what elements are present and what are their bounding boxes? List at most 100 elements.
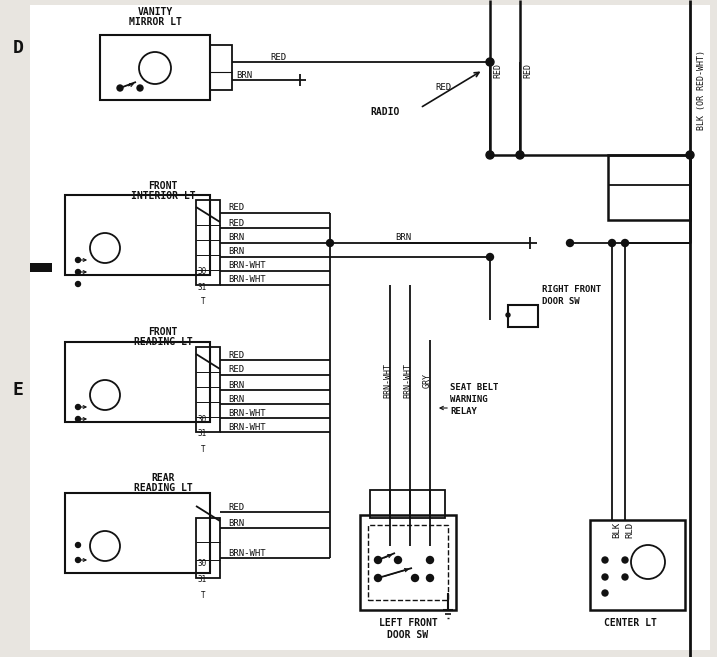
Circle shape [622,240,629,246]
Bar [210,45,232,90]
Circle shape [326,240,333,246]
Bar [65,195,210,275]
Circle shape [602,590,608,596]
Text: BRN: BRN [236,70,252,79]
Text: RED: RED [523,62,532,78]
Circle shape [487,254,493,260]
Text: BRN-WHT: BRN-WHT [228,261,265,271]
Bar [508,305,538,327]
Text: T: T [201,298,206,307]
Text: RED: RED [493,62,502,78]
Circle shape [75,281,80,286]
Text: 30: 30 [198,415,207,424]
Text: GRY: GRY [423,373,432,388]
Circle shape [622,557,628,563]
Text: REAR: REAR [151,473,175,483]
Circle shape [75,258,80,263]
Text: RED: RED [435,83,451,93]
Text: 31: 31 [198,576,207,585]
Text: RED: RED [228,503,244,512]
Text: RED: RED [228,204,244,212]
Text: 31: 31 [198,283,207,292]
Circle shape [686,151,694,159]
Text: RLD: RLD [625,522,634,538]
Text: SEAT BELT: SEAT BELT [450,384,498,392]
Text: BRN: BRN [228,248,244,256]
Circle shape [609,240,615,246]
Text: INTERIOR LT: INTERIOR LT [130,191,195,201]
Text: BLK (OR RED-WHT): BLK (OR RED-WHT) [697,50,706,130]
Text: FRONT: FRONT [148,181,178,191]
Text: E: E [13,381,24,399]
Circle shape [622,574,628,580]
Bar [100,35,210,100]
Text: BRN: BRN [228,518,244,528]
Circle shape [427,574,434,581]
Text: RED: RED [228,365,244,374]
Bar [368,525,448,600]
Text: T: T [201,445,206,453]
Text: 30: 30 [198,558,207,568]
Text: RED: RED [228,350,244,359]
Bar [65,342,210,422]
Circle shape [486,151,494,159]
Text: BLK: BLK [612,522,621,538]
Text: RED: RED [228,219,244,227]
Circle shape [516,151,524,159]
Text: FRONT: FRONT [148,327,178,337]
Text: DOOR SW: DOOR SW [387,630,429,640]
Text: BRN: BRN [228,380,244,390]
Text: LEFT FRONT: LEFT FRONT [379,618,437,628]
Bar [30,263,52,272]
Text: WARNING: WARNING [450,396,488,405]
Text: 30: 30 [198,267,207,277]
Circle shape [486,58,494,66]
Bar [196,347,220,432]
Bar [65,493,210,573]
Circle shape [602,557,608,563]
Text: BRN-WHT: BRN-WHT [228,422,265,432]
Circle shape [602,574,608,580]
Circle shape [566,240,574,246]
Text: BRN: BRN [228,394,244,403]
Text: RED: RED [270,53,286,62]
Bar [196,200,220,285]
Circle shape [75,269,80,275]
Circle shape [117,85,123,91]
Text: CENTER LT: CENTER LT [604,618,657,628]
Text: BRN-WHT: BRN-WHT [383,363,392,397]
Circle shape [75,558,80,562]
Circle shape [374,556,381,564]
Circle shape [394,556,402,564]
Text: MIRROR LT: MIRROR LT [128,17,181,27]
Text: VANITY: VANITY [138,7,173,17]
Text: RIGHT FRONT: RIGHT FRONT [542,286,601,294]
Bar [370,490,445,518]
Text: BRN-WHT: BRN-WHT [228,549,265,558]
Bar [590,520,685,610]
Text: READING LT: READING LT [133,337,192,347]
Circle shape [427,556,434,564]
Text: T: T [201,591,206,599]
Bar [608,155,690,220]
Text: BRN-WHT: BRN-WHT [228,409,265,417]
Text: READING LT: READING LT [133,483,192,493]
Text: DOOR SW: DOOR SW [542,298,579,307]
Bar [196,518,220,578]
Text: BRN: BRN [395,233,411,242]
Text: RELAY: RELAY [450,407,477,417]
Text: D: D [13,39,24,57]
Text: RADIO: RADIO [370,107,399,117]
Circle shape [137,85,143,91]
Circle shape [374,574,381,581]
Text: BRN-WHT: BRN-WHT [403,363,412,397]
Text: 31: 31 [198,430,207,438]
Circle shape [412,574,419,581]
Text: BRN: BRN [228,233,244,242]
Text: BRN-WHT: BRN-WHT [228,275,265,284]
Circle shape [506,313,510,317]
Circle shape [75,543,80,547]
Circle shape [75,405,80,409]
Circle shape [75,417,80,422]
Bar [360,515,456,610]
